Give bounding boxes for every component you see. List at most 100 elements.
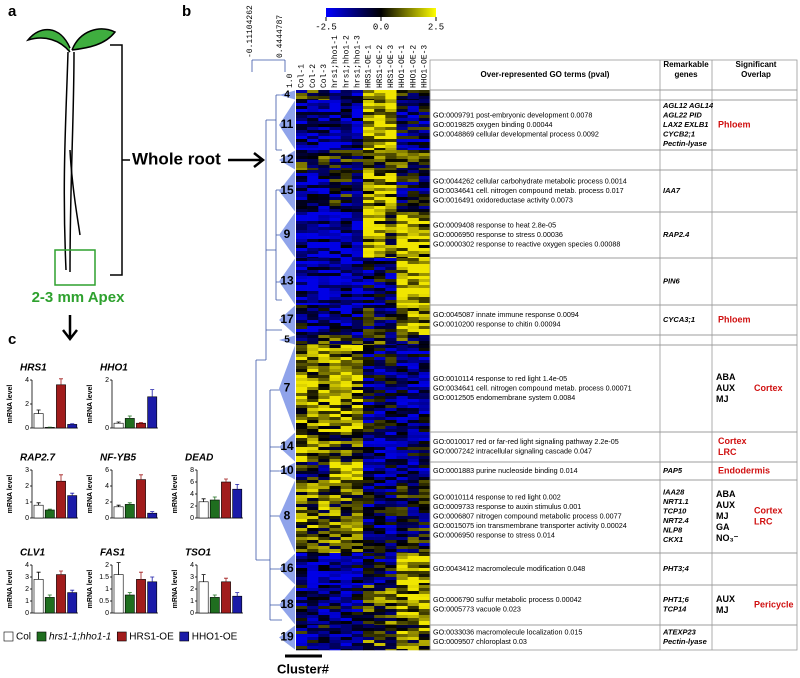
heat-cell xyxy=(418,133,431,137)
heat-cell xyxy=(385,568,397,572)
heat-cell xyxy=(340,519,353,523)
heat-cell xyxy=(396,254,408,258)
heat-cell xyxy=(318,540,330,544)
heat-cell xyxy=(318,142,330,146)
heat-cell xyxy=(307,465,319,469)
heat-cell xyxy=(374,242,386,246)
heat-cell xyxy=(351,556,364,560)
heat-cell xyxy=(385,444,397,448)
heat-cell xyxy=(385,351,397,355)
heat-cell xyxy=(329,369,341,373)
heat-cell xyxy=(385,285,397,289)
heat-cell xyxy=(340,230,353,234)
heat-cell xyxy=(363,103,375,107)
heat-cell xyxy=(407,375,420,379)
heat-cell xyxy=(407,465,420,469)
panel-label: b xyxy=(182,3,191,20)
heat-cell xyxy=(418,248,431,252)
heat-cell xyxy=(340,282,353,286)
heat-cell xyxy=(340,323,353,327)
heat-cell xyxy=(396,396,408,400)
heat-cell xyxy=(340,136,353,140)
heat-cell xyxy=(385,546,397,550)
heat-cell xyxy=(318,329,330,333)
bar xyxy=(113,506,124,519)
heat-cell xyxy=(407,562,420,566)
heat-cell xyxy=(396,471,408,475)
heat-cell xyxy=(374,245,386,249)
heat-cell xyxy=(374,127,386,131)
heat-cell xyxy=(374,115,386,119)
heat-cell xyxy=(329,640,341,644)
heat-cell xyxy=(340,182,353,186)
heat-cell xyxy=(329,588,341,592)
heat-cell xyxy=(351,562,364,566)
heat-cell xyxy=(385,93,397,97)
heat-cell xyxy=(396,462,408,466)
heat-cell xyxy=(351,606,364,610)
heat-cell xyxy=(351,513,364,517)
heat-cell xyxy=(329,329,341,333)
heat-cell xyxy=(363,492,375,496)
heat-cell xyxy=(374,99,386,101)
heat-cell xyxy=(418,363,431,367)
heat-cell xyxy=(385,565,397,569)
heat-cell xyxy=(374,516,386,520)
heat-cell xyxy=(351,168,364,171)
heat-cell xyxy=(374,649,386,651)
heat-cell xyxy=(307,414,319,418)
heat-cell xyxy=(351,594,364,598)
heat-cell xyxy=(307,625,319,629)
heat-cell xyxy=(329,206,341,210)
heat-cell xyxy=(318,285,330,289)
heat-cell xyxy=(296,148,308,151)
heat-cell xyxy=(340,233,353,237)
y-tick-label: 2 xyxy=(105,499,109,506)
heat-cell xyxy=(396,591,408,595)
heat-cell xyxy=(385,559,397,563)
heat-cell xyxy=(418,556,431,560)
heat-cell xyxy=(418,218,431,222)
heat-cell xyxy=(418,188,431,192)
heat-cell xyxy=(351,130,364,134)
heat-cell xyxy=(351,282,364,286)
go-term: GO:0006950 response to stress 0.00036 xyxy=(433,230,563,239)
y-tick-label: 2 xyxy=(190,586,194,593)
error-bar xyxy=(116,421,121,424)
heat-cell xyxy=(418,233,431,237)
heat-cell xyxy=(385,519,397,523)
heat-cell xyxy=(296,537,308,541)
heat-cell xyxy=(307,96,319,100)
heat-cell xyxy=(351,267,364,271)
heat-cell xyxy=(418,285,431,289)
heat-cell xyxy=(385,188,397,192)
heat-cell xyxy=(407,270,420,274)
heat-cell xyxy=(374,276,386,280)
heat-cell xyxy=(329,450,341,454)
heat-cell xyxy=(407,543,420,547)
heat-cell xyxy=(374,348,386,352)
heat-cell xyxy=(418,640,431,644)
heat-cell xyxy=(418,162,431,166)
heat-cell xyxy=(307,345,319,349)
heat-cell xyxy=(418,534,431,538)
heat-cell xyxy=(340,360,353,364)
heat-cell xyxy=(340,297,353,301)
heat-cell xyxy=(363,606,375,610)
heat-cell xyxy=(385,556,397,560)
heat-cell xyxy=(418,477,431,481)
heat-cell xyxy=(329,474,341,478)
heat-cell xyxy=(363,486,375,490)
heat-cell xyxy=(296,173,308,177)
heat-cell xyxy=(374,145,386,149)
heat-cell xyxy=(329,577,341,581)
heat-cell xyxy=(351,531,364,535)
heat-cell xyxy=(418,634,431,638)
heat-cell xyxy=(307,384,319,388)
heat-cell xyxy=(296,121,308,125)
go-term: GO:0033036 macromolecule localization 0.… xyxy=(433,628,582,637)
heat-cell xyxy=(318,257,330,259)
heat-cell xyxy=(418,417,431,421)
heat-cell xyxy=(374,150,386,154)
bar xyxy=(113,422,124,429)
